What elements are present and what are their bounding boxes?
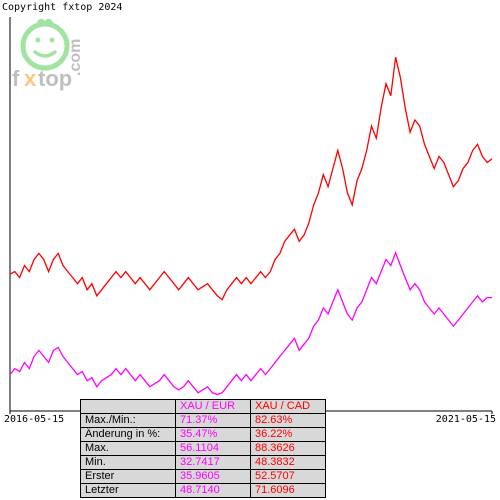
- x-axis-end-label: 2021-05-15: [436, 414, 496, 425]
- row-val-2: 82.63%: [251, 414, 326, 428]
- row-val-1: 32.7417: [176, 456, 251, 470]
- row-label: Max./Min.:: [81, 414, 176, 428]
- x-axis-start-label: 2016-05-15: [4, 414, 64, 425]
- row-val-2: 36.22%: [251, 428, 326, 442]
- row-label: Änderung in %:: [81, 428, 176, 442]
- table-header-1: XAU / EUR: [176, 400, 251, 414]
- row-label: Min.: [81, 456, 176, 470]
- table-row: Letzter48.714071.6096: [81, 484, 326, 498]
- row-label: Erster: [81, 470, 176, 484]
- row-val-2: 88.3626: [251, 442, 326, 456]
- row-label: Letzter: [81, 484, 176, 498]
- row-val-2: 71.6096: [251, 484, 326, 498]
- table-row: Erster35.960552.5707: [81, 470, 326, 484]
- table-header-blank: [81, 400, 176, 414]
- row-val-1: 35.47%: [176, 428, 251, 442]
- table-row: Max.56.110488.3626: [81, 442, 326, 456]
- row-val-1: 48.7140: [176, 484, 251, 498]
- table-row: Min.32.741748.3832: [81, 456, 326, 470]
- row-label: Max.: [81, 442, 176, 456]
- copyright-text: Copyright fxtop 2024: [2, 2, 122, 13]
- table-header-2: XAU / CAD: [251, 400, 326, 414]
- series-line: [10, 253, 492, 395]
- statistics-table: XAU / EURXAU / CADMax./Min.:71.37%82.63%…: [80, 399, 326, 498]
- row-val-2: 52.5707: [251, 470, 326, 484]
- row-val-1: 56.1104: [176, 442, 251, 456]
- table-row: Max./Min.:71.37%82.63%: [81, 414, 326, 428]
- series-line: [10, 57, 492, 299]
- price-chart: [6, 15, 496, 415]
- row-val-1: 35.9605: [176, 470, 251, 484]
- row-val-2: 48.3832: [251, 456, 326, 470]
- table-row: Änderung in %:35.47%36.22%: [81, 428, 326, 442]
- row-val-1: 71.37%: [176, 414, 251, 428]
